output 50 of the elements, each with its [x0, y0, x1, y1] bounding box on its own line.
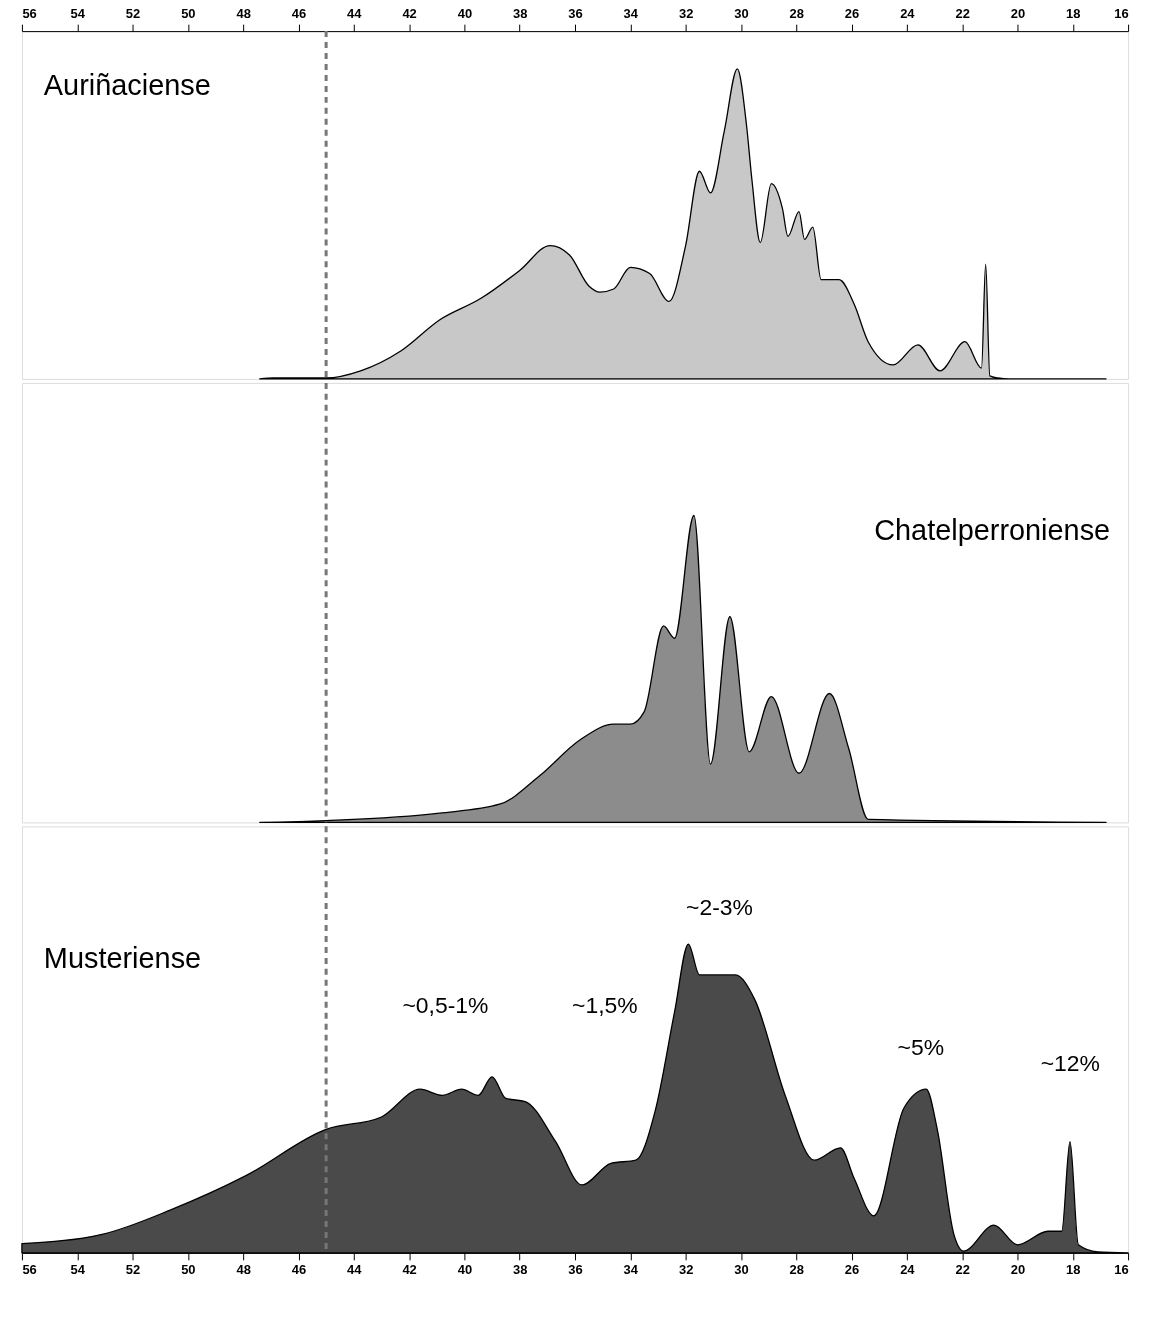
- x-tick-label: 34: [623, 5, 639, 21]
- x-tick-label: 26: [844, 5, 860, 21]
- x-tick-label: 32: [678, 5, 694, 21]
- x-tick-label: 38: [513, 1262, 528, 1278]
- x-tick-label: 52: [125, 5, 141, 21]
- x-tick-label: 28: [789, 1262, 804, 1278]
- x-tick-label: 50: [181, 5, 196, 21]
- x-tick-label: 34: [623, 1262, 639, 1278]
- x-tick-label: 30: [734, 1262, 749, 1278]
- text: Auriñaciense: [43, 68, 211, 101]
- x-tick-label: 46: [291, 5, 307, 21]
- annotation: ~12%: [1040, 1049, 1100, 1076]
- x-tick-label: 18: [1066, 1262, 1081, 1278]
- x-tick-label: 44: [347, 1262, 363, 1278]
- x-tick-label: 20: [1010, 5, 1026, 21]
- x-tick-label: 56: [22, 1262, 37, 1278]
- annotation: ~1,5%: [572, 991, 638, 1018]
- annotation: ~0,5-1%: [402, 991, 489, 1018]
- x-tick-label: 36: [568, 5, 583, 21]
- x-tick-label: 40: [457, 1262, 473, 1278]
- text: Musteriense: [43, 941, 202, 974]
- text: ~2-3%: [686, 894, 753, 921]
- x-tick-label: 26: [844, 1262, 860, 1278]
- x-tick-label: 52: [125, 1262, 141, 1278]
- x-tick-label: 24: [900, 1262, 916, 1278]
- x-tick-label: 30: [734, 5, 749, 21]
- x-tick-label: 32: [678, 1262, 694, 1278]
- x-tick-label: 22: [955, 1262, 970, 1278]
- x-tick-label: 42: [402, 1262, 417, 1278]
- x-tick-label: 28: [789, 5, 804, 21]
- x-tick-label: 54: [70, 5, 86, 21]
- x-tick-label: 18: [1066, 5, 1081, 21]
- annotation: ~5%: [897, 1033, 945, 1060]
- x-tick-label: 16: [1114, 5, 1129, 21]
- x-tick-label: 40: [457, 5, 473, 21]
- x-tick-label: 56: [22, 5, 37, 21]
- x-tick-label: 24: [900, 5, 916, 21]
- x-tick-label: 48: [236, 5, 251, 21]
- x-tick-label: 42: [402, 5, 417, 21]
- x-tick-label: 36: [568, 1262, 583, 1278]
- x-tick-label: 48: [236, 1262, 251, 1278]
- text: Chatelperroniense: [874, 514, 1111, 547]
- x-tick-label: 38: [513, 5, 528, 21]
- x-tick-label: 46: [291, 1262, 307, 1278]
- x-tick-label: 54: [70, 1262, 86, 1278]
- x-tick-label: 44: [347, 5, 363, 21]
- x-tick-label: 22: [955, 5, 970, 21]
- x-tick-label: 50: [181, 1262, 196, 1278]
- x-tick-label: 16: [1114, 1262, 1129, 1278]
- x-tick-label: 20: [1010, 1262, 1026, 1278]
